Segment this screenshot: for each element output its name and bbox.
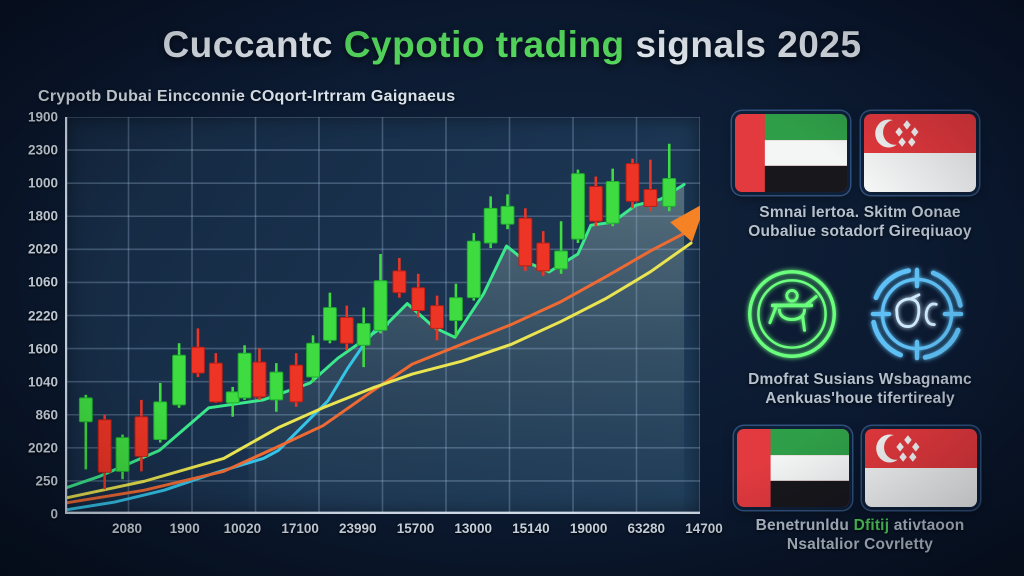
y-axis-tick-label: 860 — [35, 407, 58, 423]
up-arrow-icon — [670, 205, 700, 243]
singapore-flag — [864, 114, 976, 192]
x-axis-tick-label: 23990 — [339, 521, 377, 536]
x-axis-tick-label: 10020 — [223, 521, 262, 536]
uae-flag — [735, 114, 847, 192]
candle-up — [225, 391, 240, 404]
y-axis-tick-label: 2220 — [27, 308, 58, 323]
chart-title: Crypotb Dubai Eincconnie COqort-Irtrram … — [38, 88, 456, 105]
singapore-flag-bottom — [865, 429, 977, 507]
mid-caption-line-1: Dmofrat Susians Wsbagnamc — [748, 371, 972, 388]
bottom-caption-line-2: Nsaltalior Covrletty — [786, 536, 934, 554]
candle-up — [662, 178, 677, 207]
candlestick-chart — [65, 117, 700, 514]
bottom-caption-pre: Benetrunldu — [755, 517, 854, 534]
candle-up — [483, 207, 498, 244]
candle-up — [448, 297, 463, 321]
y-axis-tick-label: 0 — [50, 506, 58, 522]
candle-down — [97, 419, 112, 473]
x-axis-tick-label: 63280 — [627, 521, 666, 536]
candle-down — [625, 163, 640, 202]
candle-up — [172, 354, 187, 406]
top-caption-line-1: Smnai Iertoa. Skitm Oonae — [759, 204, 961, 221]
candle-up — [356, 322, 371, 346]
candle-up — [306, 342, 320, 378]
title-part-3: signals 2025 — [624, 24, 862, 65]
x-axis-tick-label: 15700 — [396, 521, 435, 536]
icons-caption: Dmofrat Susians Wsbagnamc Aenkuas'houe t… — [712, 370, 1008, 409]
candle-down — [518, 217, 533, 267]
candle-down — [252, 361, 267, 398]
bottom-flags-caption: Benetrunldu Dfitij ativtaoon Nsaltalior … — [712, 516, 1008, 555]
chart-panel — [65, 117, 700, 514]
top-caption-line-2: Oubaliue sotadorf Gireqiuaoy — [748, 223, 972, 241]
title-part-2: Cypotio trading — [343, 24, 625, 65]
candle-up — [466, 240, 481, 299]
y-axis-labels: 1900 2300 1000 1800 2020 1060 2220 1600 1040 860 2… — [0, 0, 60, 576]
candle-up — [269, 371, 284, 401]
candle-up — [153, 401, 168, 441]
candle-down — [289, 364, 304, 403]
y-axis-tick-label: 2020 — [27, 440, 58, 456]
candle-down — [191, 346, 205, 374]
candle-up — [237, 352, 252, 399]
candle-up — [373, 280, 388, 331]
y-axis-tick-label: 1060 — [27, 274, 58, 290]
candle-up — [115, 437, 130, 472]
page-title: Cuccantc Cypotio trading signals 2025 — [0, 24, 1024, 66]
title-part-1: Cuccantc — [162, 24, 344, 65]
x-axis-tick-label: 14700 — [685, 521, 723, 536]
candle-down — [643, 188, 658, 207]
x-axis-tick-label: 15140 — [512, 521, 550, 536]
x-axis-tick-label: 17100 — [281, 521, 319, 536]
y-axis-tick-label: 1040 — [27, 374, 58, 390]
candle-down — [134, 416, 149, 457]
y-axis-tick-label: 2300 — [27, 142, 58, 158]
y-axis-tick-label: 1000 — [27, 175, 58, 191]
x-axis-tick-label: 19000 — [569, 521, 608, 536]
candle-down — [536, 242, 551, 272]
candle-down — [339, 316, 354, 344]
x-axis-labels: 2080 1900 10020 17100 23990 15700 13000 15140 19… — [0, 521, 1024, 543]
candle-down — [208, 362, 223, 403]
mid-caption-line-2: Aenkuas'houe tifertirealy — [765, 390, 955, 408]
y-axis-tick-label: 1900 — [27, 109, 58, 125]
candle-down — [392, 270, 407, 294]
bottom-caption-green: Dfitij — [853, 517, 890, 534]
x-axis-tick-label: 13000 — [454, 521, 492, 536]
candle-up — [78, 397, 93, 423]
top-flags-caption: Smnai Iertoa. Skitm Oonae Oubaliue sotad… — [712, 203, 1008, 242]
y-axis-tick-label: 1800 — [27, 208, 58, 224]
y-axis-tick-label: 1600 — [27, 341, 58, 357]
gauge-neon-icon — [869, 266, 965, 362]
x-axis-tick-label: 2080 — [111, 521, 143, 536]
trader-neon-icon — [744, 266, 840, 362]
y-axis-tick-label: 2020 — [27, 241, 58, 257]
candle-down — [588, 185, 603, 222]
x-axis-tick-label: 1900 — [169, 521, 200, 536]
y-axis-tick-label: 250 — [35, 473, 58, 489]
candle-down — [430, 305, 445, 329]
candle-up — [500, 205, 515, 225]
candle-up — [605, 181, 620, 224]
candle-up — [322, 307, 337, 341]
bottom-caption-post: ativtaoon — [889, 517, 965, 534]
candle-up — [554, 250, 569, 270]
candle-down — [411, 287, 426, 312]
bottom-caption-line-1: Benetrunldu Dfitij ativtaoon — [712, 516, 1008, 535]
candle-up — [571, 173, 585, 240]
uae-flag-bottom — [737, 429, 849, 507]
